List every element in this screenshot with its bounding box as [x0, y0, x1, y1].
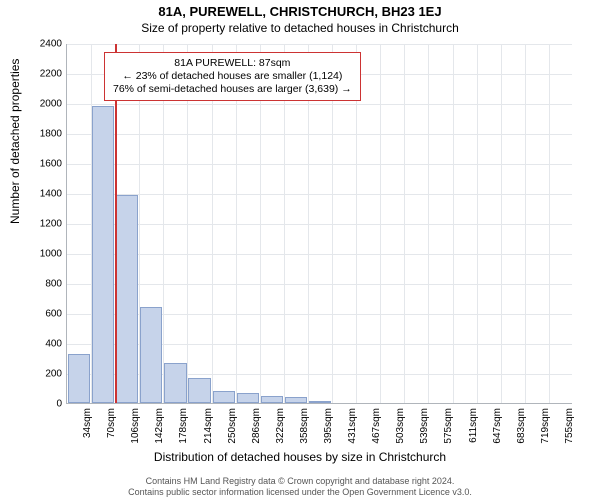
x-tick-label: 70sqm	[106, 408, 117, 438]
gridline-h	[67, 224, 572, 225]
x-tick-label: 214sqm	[203, 408, 214, 444]
x-tick-label: 395sqm	[323, 408, 334, 444]
histogram-bar	[261, 396, 283, 404]
x-tick-label: 250sqm	[227, 408, 238, 444]
x-tick-label: 719sqm	[540, 408, 551, 444]
y-tick-label: 1000	[22, 249, 62, 260]
x-tick-label: 178sqm	[178, 408, 189, 444]
x-tick-label: 503sqm	[395, 408, 406, 444]
y-tick-label: 2200	[22, 69, 62, 80]
x-tick-label: 539sqm	[419, 408, 430, 444]
x-tick-label: 106sqm	[130, 408, 141, 444]
chart-title-sub: Size of property relative to detached ho…	[0, 21, 600, 35]
y-tick-label: 0	[22, 399, 62, 410]
y-tick-label: 2400	[22, 39, 62, 50]
gridline-h	[67, 134, 572, 135]
x-tick-label: 755sqm	[564, 408, 575, 444]
y-tick-label: 1200	[22, 219, 62, 230]
y-tick-label: 400	[22, 339, 62, 350]
y-tick-label: 2000	[22, 99, 62, 110]
footer-attribution: Contains HM Land Registry data © Crown c…	[0, 476, 600, 498]
y-tick-label: 1600	[22, 159, 62, 170]
x-tick-label: 431sqm	[347, 408, 358, 444]
y-tick-label: 1800	[22, 129, 62, 140]
info-box-line1: 81A PUREWELL: 87sqm	[113, 57, 352, 70]
gridline-v	[501, 44, 502, 403]
histogram-bar	[285, 397, 307, 403]
histogram-bar	[309, 401, 331, 403]
gridline-h	[67, 164, 572, 165]
gridline-v	[549, 44, 550, 403]
gridline-v	[404, 44, 405, 403]
x-axis-label: Distribution of detached houses by size …	[0, 450, 600, 464]
gridline-v	[428, 44, 429, 403]
x-tick-label: 286sqm	[251, 408, 262, 444]
gridline-v	[525, 44, 526, 403]
x-tick-label: 683sqm	[516, 408, 527, 444]
gridline-v	[477, 44, 478, 403]
x-tick-label: 611sqm	[468, 408, 479, 443]
histogram-bar	[68, 354, 90, 404]
x-tick-label: 322sqm	[275, 408, 286, 444]
y-tick-label: 200	[22, 369, 62, 380]
gridline-h	[67, 284, 572, 285]
y-axis-label: Number of detached properties	[8, 59, 22, 224]
histogram-bar	[188, 378, 210, 404]
x-tick-label: 575sqm	[443, 408, 454, 444]
y-tick-label: 1400	[22, 189, 62, 200]
x-tick-label: 647sqm	[492, 408, 503, 444]
x-tick-label: 358sqm	[299, 408, 310, 444]
footer-line2: Contains public sector information licen…	[0, 487, 600, 498]
histogram-bar	[140, 307, 162, 403]
info-box-line2: ← 23% of detached houses are smaller (1,…	[113, 70, 352, 83]
gridline-h	[67, 194, 572, 195]
gridline-h	[67, 104, 572, 105]
gridline-h	[67, 254, 572, 255]
footer-line1: Contains HM Land Registry data © Crown c…	[0, 476, 600, 487]
x-tick-label: 467sqm	[371, 408, 382, 444]
chart-title-main: 81A, PUREWELL, CHRISTCHURCH, BH23 1EJ	[0, 4, 600, 19]
gridline-h	[67, 44, 572, 45]
info-box-line3: 76% of semi-detached houses are larger (…	[113, 83, 352, 96]
histogram-bar	[213, 391, 235, 403]
gridline-v	[453, 44, 454, 403]
histogram-bar	[116, 195, 138, 404]
histogram-bar	[164, 363, 186, 404]
x-tick-label: 34sqm	[82, 408, 93, 438]
y-tick-label: 600	[22, 309, 62, 320]
info-box: 81A PUREWELL: 87sqm ← 23% of detached ho…	[104, 52, 361, 101]
histogram-bar	[237, 393, 259, 404]
histogram-bar	[92, 106, 114, 403]
y-tick-label: 800	[22, 279, 62, 290]
gridline-v	[380, 44, 381, 403]
x-tick-label: 142sqm	[154, 408, 165, 444]
